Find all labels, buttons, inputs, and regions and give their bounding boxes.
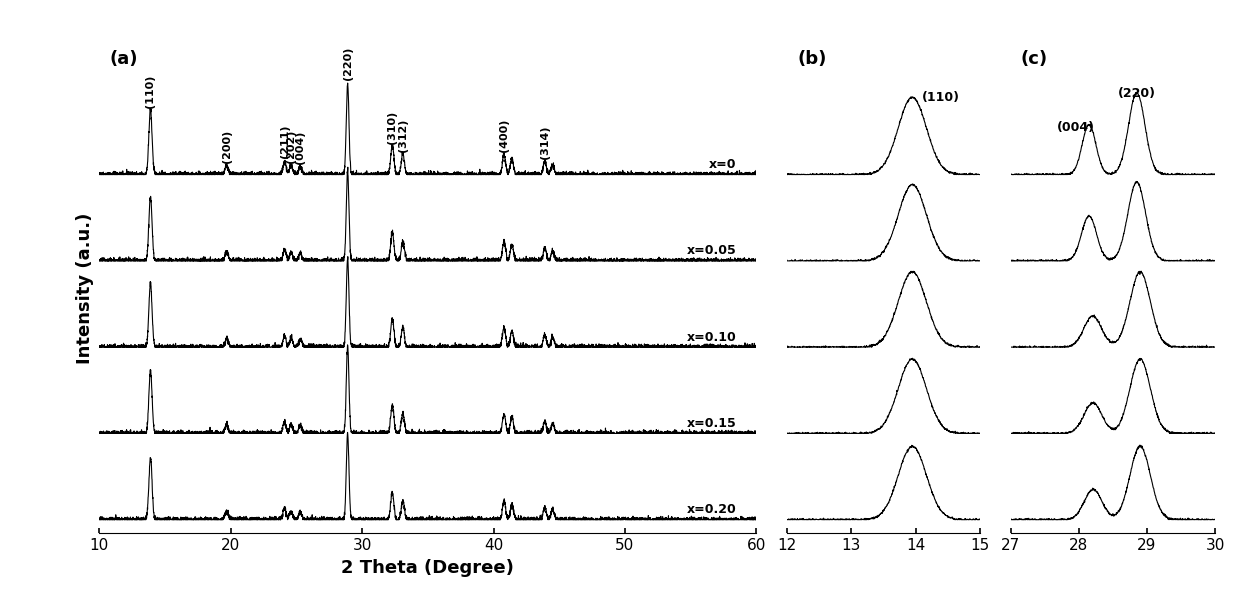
Text: (c): (c) — [1021, 50, 1048, 68]
Text: x=0.10: x=0.10 — [687, 330, 737, 343]
Text: (004): (004) — [295, 130, 305, 164]
Text: (312): (312) — [398, 119, 408, 153]
Text: x=0.05: x=0.05 — [687, 244, 737, 257]
Text: (211): (211) — [279, 125, 289, 158]
Text: (314): (314) — [539, 126, 549, 159]
Text: (a): (a) — [109, 50, 138, 68]
Text: x=0.20: x=0.20 — [687, 503, 737, 516]
Text: (202): (202) — [286, 129, 296, 163]
Text: (b): (b) — [797, 50, 826, 68]
Text: x=0.15: x=0.15 — [687, 417, 737, 430]
Text: (110): (110) — [145, 74, 155, 108]
Text: x=0: x=0 — [709, 158, 737, 171]
Y-axis label: Intensity (a.u.): Intensity (a.u.) — [76, 213, 94, 364]
Text: (200): (200) — [222, 129, 232, 162]
Text: (220): (220) — [1117, 87, 1156, 100]
Text: (310): (310) — [387, 110, 397, 144]
Text: (220): (220) — [342, 47, 352, 80]
Text: (400): (400) — [498, 119, 510, 152]
Text: (004): (004) — [1056, 121, 1095, 134]
X-axis label: 2 Theta (Degree): 2 Theta (Degree) — [341, 558, 515, 577]
Text: (110): (110) — [921, 91, 960, 104]
